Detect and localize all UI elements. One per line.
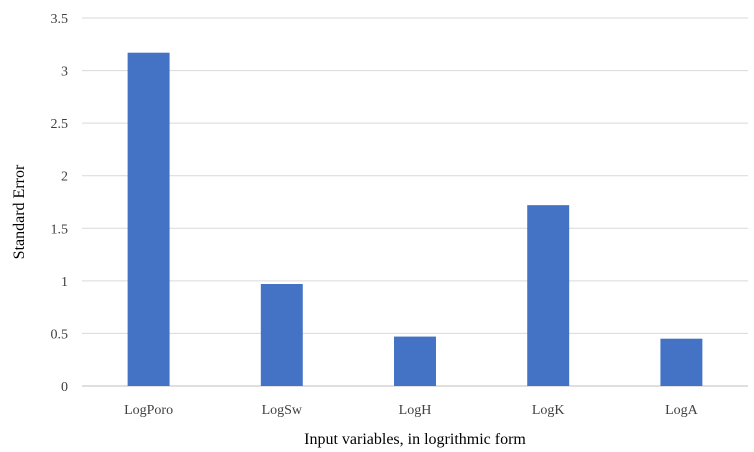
- gridlines: [82, 17, 748, 387]
- y-tick-labels: 0 0.5 1 1.5 2 2.5 3 3.5: [51, 12, 69, 395]
- y-tick-label: 3.5: [51, 12, 69, 27]
- y-tick-label: 3: [61, 65, 68, 80]
- bar-loga: [660, 338, 703, 386]
- bar-logh: [394, 336, 436, 386]
- y-tick-label: 0.5: [51, 327, 69, 342]
- x-tick-label: LogA: [665, 403, 699, 418]
- x-tick-label: LogK: [532, 403, 565, 418]
- y-tick-label: 2: [61, 170, 68, 185]
- y-tick-label: 2.5: [51, 117, 69, 132]
- x-tick-label: LogPoro: [124, 403, 173, 418]
- x-tick-label: LogSw: [262, 403, 303, 418]
- x-tick-label: LogH: [399, 403, 432, 418]
- y-tick-label: 1: [61, 275, 68, 290]
- x-axis-title: Input variables, in logrithmic form: [304, 431, 526, 448]
- bar-logsw: [260, 284, 303, 386]
- y-tick-label: 0: [61, 380, 68, 395]
- bar-logk: [527, 205, 570, 386]
- x-tick-labels: LogPoro LogSw LogH LogK LogA: [124, 403, 699, 418]
- y-axis-title: Standard Error: [11, 164, 28, 259]
- bars: [127, 52, 703, 386]
- bar-logporo: [127, 52, 170, 386]
- y-tick-label: 1.5: [51, 222, 69, 237]
